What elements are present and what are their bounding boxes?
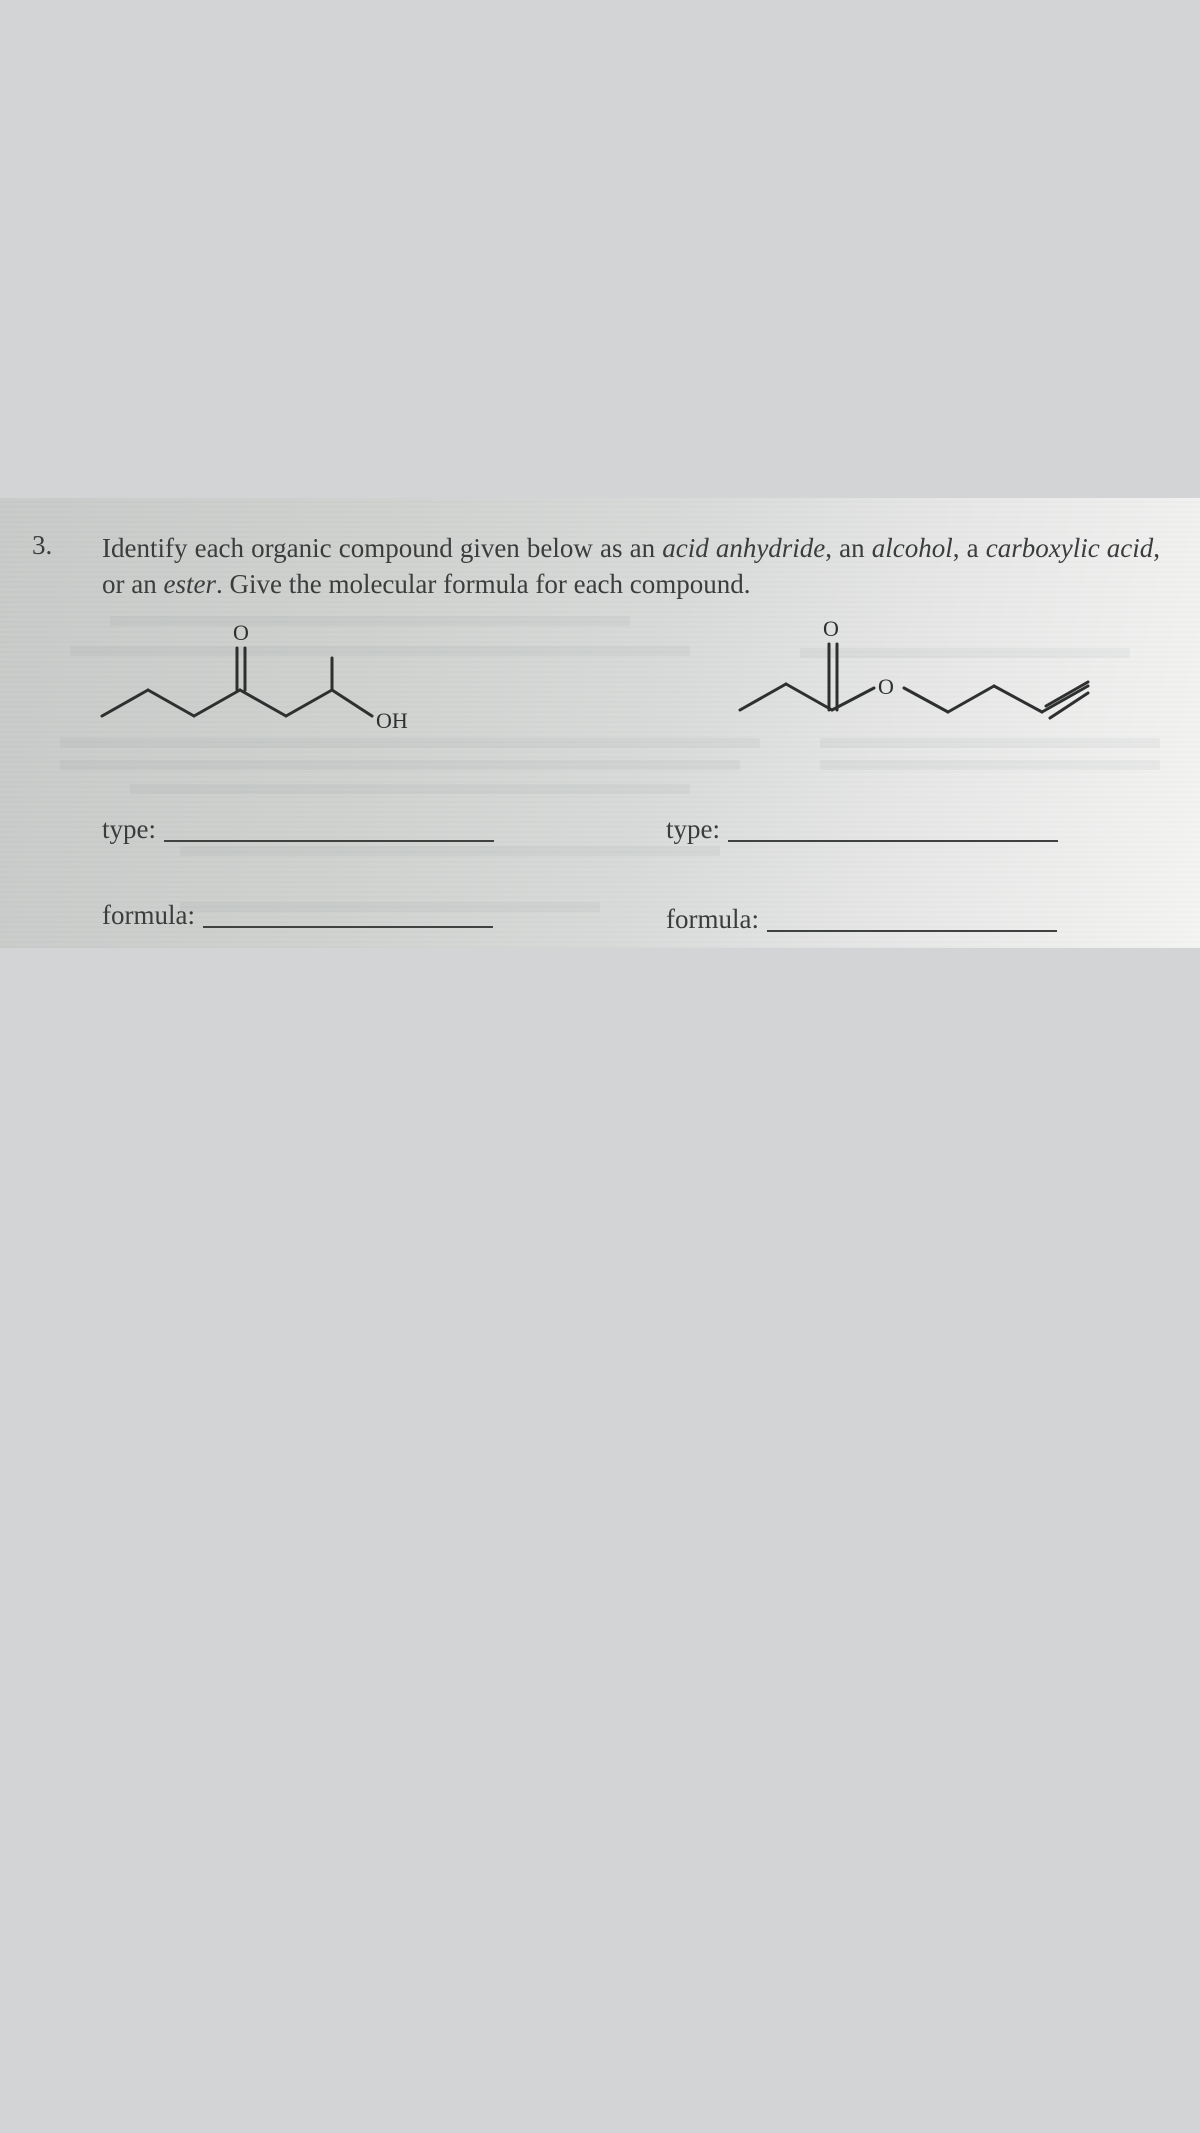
sep1: , an (825, 533, 871, 563)
structure-right: O O (730, 608, 1120, 738)
formula-label: formula: (666, 904, 759, 935)
left-type-blank[interactable] (164, 840, 494, 842)
right-formula-blank[interactable] (767, 930, 1057, 932)
question-number: 3. (32, 530, 52, 561)
ester-o-label: O (878, 674, 894, 699)
term-ester: ester (163, 569, 215, 599)
left-formula-field: formula: (102, 900, 493, 931)
question-text-pre: Identify each organic compound given bel… (102, 533, 662, 563)
right-type-field: type: (666, 814, 1058, 845)
right-type-blank[interactable] (728, 840, 1058, 842)
right-formula-field: formula: (666, 904, 1057, 935)
question-text: Identify each organic compound given bel… (102, 530, 1160, 603)
hydroxyl-oh-label: OH (376, 708, 408, 733)
term-alcohol: alcohol (872, 533, 953, 563)
worksheet-photo-region: 3. Identify each organic compound given … (0, 498, 1200, 948)
sep2: , a (953, 533, 986, 563)
term-carboxylic-acid: carboxylic acid (986, 533, 1154, 563)
type-label: type: (666, 814, 720, 845)
carbonyl-o-top-label: O (823, 616, 839, 641)
question-text-post: . Give the molecular formula for each co… (216, 569, 751, 599)
left-type-field: type: (102, 814, 494, 845)
type-label: type: (102, 814, 156, 845)
left-formula-blank[interactable] (203, 926, 493, 928)
formula-label: formula: (102, 900, 195, 931)
structure-left: O OH (90, 618, 430, 748)
carbonyl-o-label: O (233, 620, 249, 645)
term-acid-anhydride: acid anhydride (662, 533, 825, 563)
